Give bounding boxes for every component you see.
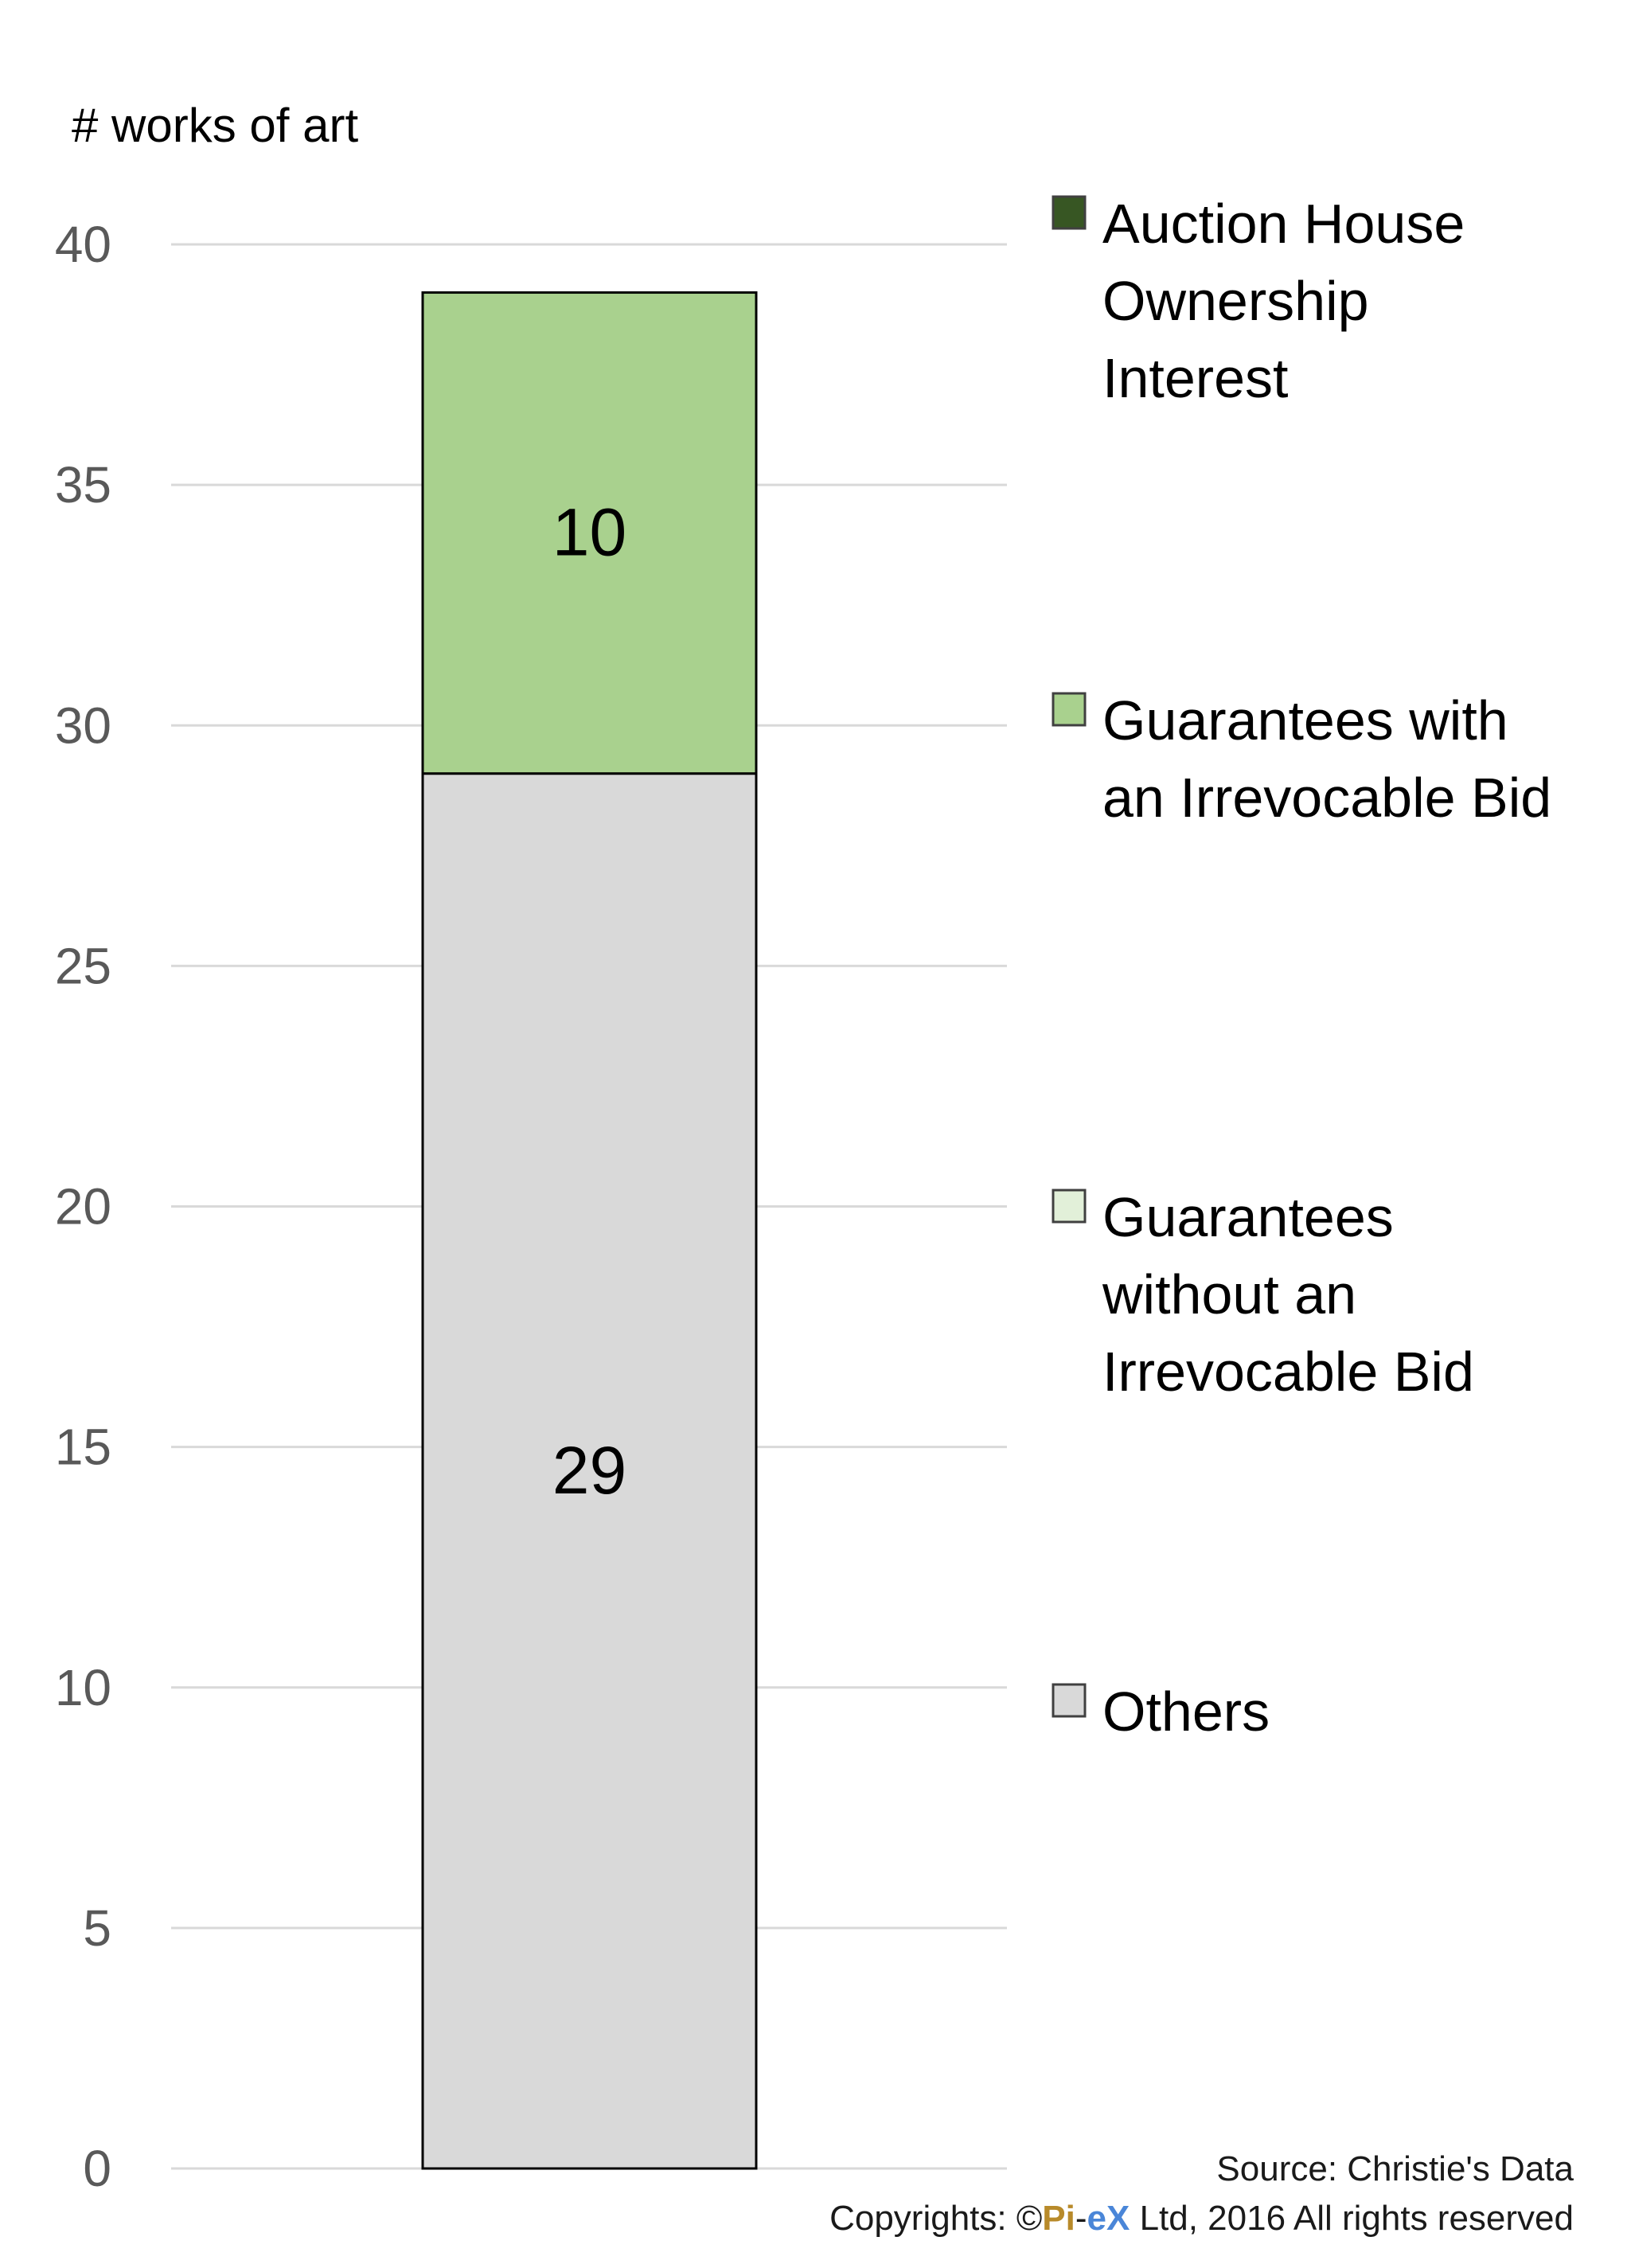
y-tick-label: 15	[55, 1419, 111, 1476]
legend: Auction House Ownership Interest Guarantees…	[1052, 193, 1551, 1743]
bar-segment	[421, 772, 758, 2170]
data-labels: 29 10	[552, 495, 626, 1508]
y-tick-label: 25	[55, 937, 111, 994]
y-tick-label: 5	[83, 1899, 111, 1957]
data-label: 29	[552, 1433, 626, 1508]
brand-ex: eX	[1087, 2199, 1130, 2238]
legend-label: Interest	[1102, 347, 1288, 409]
bar-segment	[421, 291, 758, 775]
y-axis-tick-labels: 0 5 10 15 20 25 30 35 40	[55, 216, 111, 2197]
legend-swatch	[1052, 1683, 1087, 1718]
legend-swatch	[1052, 692, 1087, 727]
y-tick-label: 35	[55, 456, 111, 513]
legend-label: Guarantees with	[1102, 689, 1508, 751]
copyright-suffix: Ltd, 2016 All rights reserved	[1130, 2199, 1574, 2238]
legend-label: Others	[1102, 1681, 1270, 1743]
copyright-note: Copyrights: ©Pi-eX Ltd, 2016 All rights …	[829, 2199, 1574, 2239]
y-tick-label: 30	[55, 697, 111, 754]
y-tick-label: 20	[55, 1178, 111, 1235]
legend-label: Irrevocable Bid	[1102, 1341, 1474, 1403]
copyright-prefix: Copyrights: ©	[829, 2199, 1043, 2238]
legend-label: an Irrevocable Bid	[1102, 767, 1551, 829]
y-tick-label: 0	[83, 2140, 111, 2197]
y-tick-label: 40	[55, 216, 111, 273]
legend-label: Guarantees	[1102, 1186, 1394, 1248]
legend-swatch	[1052, 195, 1087, 230]
source-note: Source: Christie's Data	[1216, 2149, 1574, 2188]
legend-label: Auction House	[1102, 193, 1465, 255]
y-tick-label: 10	[55, 1659, 111, 1716]
brand-pi: Pi	[1042, 2199, 1075, 2238]
legend-swatch	[1052, 1189, 1087, 1224]
legend-label: Ownership	[1102, 270, 1369, 332]
brand-dash: -	[1075, 2199, 1087, 2238]
bar-segments	[421, 291, 758, 2170]
data-label: 10	[552, 495, 626, 570]
legend-label: without an	[1102, 1263, 1356, 1325]
y-axis-title: # works of art	[72, 99, 358, 152]
